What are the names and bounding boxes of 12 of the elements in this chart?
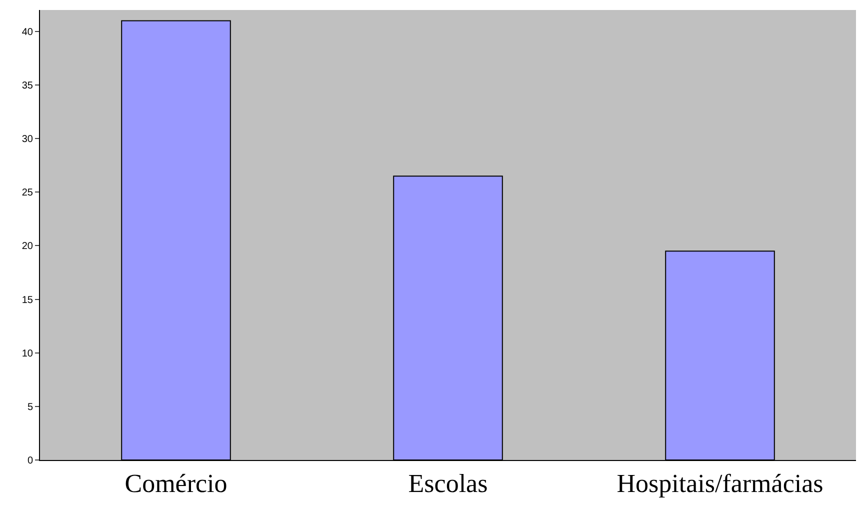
x-tick-label: Escolas: [408, 469, 488, 498]
y-tick-label: 40: [22, 26, 34, 38]
y-tick-label: 25: [22, 188, 34, 199]
y-tick-label: 30: [22, 134, 34, 146]
y-tick-label: 35: [22, 80, 34, 92]
y-tick-label: 20: [22, 241, 34, 252]
y-tick-label: 0: [27, 456, 34, 466]
x-tick-label: Comércio: [124, 469, 228, 498]
y-tick-label: 10: [22, 348, 34, 360]
y-tick-label: 15: [22, 294, 34, 306]
y-tick-label: 5: [27, 402, 34, 413]
x-tick-label: Hospitais/farmácias: [616, 469, 824, 498]
